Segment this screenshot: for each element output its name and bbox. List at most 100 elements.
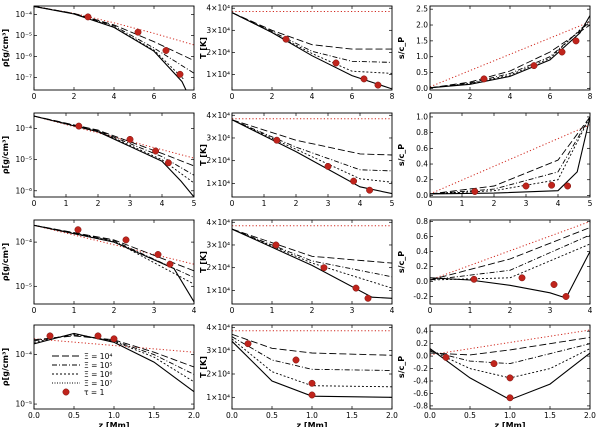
tau-marker-r2c0-3: [166, 260, 174, 268]
xtick-label-r1c0-0: 0: [32, 199, 37, 208]
xtick-label-r0c0-0: 0: [32, 92, 37, 101]
tau-marker-r3c2-3: [506, 394, 514, 402]
series-line-r1c0-2: [34, 115, 194, 176]
tau-marker-r1c2-0: [471, 188, 479, 195]
series-line-r3c2-2: [430, 343, 590, 365]
legend-label-1: Ξ = 10⁴: [84, 352, 112, 361]
series-line-r0c1-4: [232, 12, 392, 90]
tau-marker-r0c0-0: [84, 13, 92, 21]
panel-r0c0: 0 2 4 6 8 10⁻⁴ 10⁻⁵ 10⁻⁶ 10⁻⁷ ρ[g/cm³]: [1, 5, 197, 101]
ytick-label-r0c1-1: 2×10⁴: [206, 48, 230, 57]
xtick-label-r1c2-1: 1: [460, 199, 465, 208]
ylabel-r2c0: ρ[g/cm³]: [1, 243, 10, 281]
ytick-label-r1c0-1: 10⁻⁵: [15, 155, 32, 164]
panel-r2c0: 0 1 2 3 4 10⁻⁴ 10⁻⁵ ρ[g/cm³]: [1, 219, 197, 315]
series-line-r3c2-0: [430, 329, 590, 356]
panel-r0c1: 0 2 4 6 8 1×10⁴ 2×10⁴ 3×10⁴ 4×10⁴ T [K]: [199, 4, 395, 101]
xtick-label-r1c0-2: 2: [96, 199, 101, 208]
xtick-label-r0c0-1: 2: [72, 92, 77, 101]
tau-marker-r0c2-3: [572, 37, 580, 45]
tau-marker-r3c2-2: [506, 374, 514, 382]
tau-marker-r3c2-1: [490, 360, 498, 368]
tau-marker-r2c2-0: [470, 275, 478, 283]
series-line-r1c2-1: [430, 116, 590, 195]
ytick-label-r2c2-2: 0.2: [416, 262, 428, 271]
xtick-label-r1c2-4: 4: [556, 199, 561, 208]
xtick-label-r3c1-0: 0.0: [226, 411, 238, 420]
xtick-label-r2c2-1: 1: [468, 306, 473, 315]
xtick-label-r1c2-3: 3: [524, 199, 529, 208]
xtick-label-r3c0-0: 0.0: [28, 411, 40, 420]
ytick-label-r0c0-3: 10⁻⁷: [15, 73, 32, 82]
xtick-label-r0c1-1: 2: [270, 92, 275, 101]
ytick-label-r0c2-0: 0.0: [416, 84, 428, 93]
series-line-r2c2-2: [430, 234, 590, 281]
series-line-r3c1-1: [232, 333, 392, 356]
tau-marker-r1c0-1: [126, 135, 134, 143]
xtick-label-r2c0-4: 4: [192, 306, 197, 315]
panels: 0 2 4 6 8 10⁻⁴ 10⁻⁵ 10⁻⁶ 10⁻⁷ ρ[g/cm³] 0 2 4 6 8 1×10⁴ 2…: [1, 4, 596, 427]
xtick-label-r1c0-1: 1: [64, 199, 69, 208]
xtick-label-r2c2-0: 0: [428, 306, 433, 315]
panel-r3c0: 0.0 0.5 1.0 1.5 2.0 10⁻⁴ 10⁻⁵ ρ[g/cm³] z [Mm]: [1, 324, 200, 427]
xtick-label-r1c0-3: 3: [128, 199, 133, 208]
xtick-label-r2c1-1: 1: [270, 306, 275, 315]
xtick-label-r3c0-2: 1.0: [108, 411, 120, 420]
series-line-r1c0-1: [34, 115, 194, 167]
ytick-label-r0c0-1: 10⁻⁵: [15, 31, 32, 40]
ylabel-r0c0: ρ[g/cm³]: [1, 29, 10, 67]
tau-marker-r3c2-0: [442, 353, 450, 361]
ytick-label-r1c1-3: 4×10⁴: [206, 111, 230, 120]
series-line-r1c1-3: [232, 119, 392, 183]
ytick-label-r1c1-1: 2×10⁴: [206, 156, 230, 165]
ytick-label-r1c0-2: 10⁻⁶: [15, 186, 32, 195]
tau-marker-r0c1-3: [374, 81, 382, 89]
ytick-label-r2c2-1: 0.0: [416, 277, 428, 286]
xtick-label-r1c1-0: 0: [230, 199, 235, 208]
series-line-r2c2-3: [430, 243, 590, 281]
tau-marker-r2c2-1: [518, 274, 526, 282]
tau-marker-r0c2-2: [558, 48, 566, 56]
tau-marker-r1c0-2: [152, 147, 160, 155]
ylabel-r1c0: ρ[g/cm³]: [1, 136, 10, 174]
ytick-label-r0c2-4: 2.0: [416, 21, 428, 30]
axes-frame-r0c2: [429, 5, 591, 91]
tau-marker-r1c2-3: [564, 182, 572, 190]
xtick-label-r1c1-2: 2: [294, 199, 299, 208]
tau-marker-r1c0-3: [164, 159, 172, 167]
xtick-label-r3c2-3: 1.5: [544, 411, 556, 420]
ytick-label-r2c1-0: 1×10⁴: [206, 286, 230, 295]
xtick-label-r0c1-2: 4: [310, 92, 315, 101]
legend-label-3: Ξ = 10⁶: [84, 370, 112, 379]
series-line-r0c0-2: [34, 6, 194, 74]
legend-label-4: Ξ = 10⁷: [84, 379, 112, 388]
tau-marker-r2c0-2: [154, 251, 162, 258]
tau-marker-r3c1-2: [308, 379, 316, 387]
series-line-r0c2-2: [430, 21, 590, 89]
axes-frame-r0c0: [33, 5, 195, 91]
series-line-r3c2-1: [430, 336, 590, 356]
xtick-label-r3c1-2: 1.0: [306, 411, 318, 420]
xtick-label-r2c1-0: 0: [230, 306, 235, 315]
ytick-label-r2c2-0: -0.2: [413, 292, 428, 301]
series-line-r0c0-0: [34, 6, 194, 46]
ytick-label-r2c2-5: 0.8: [416, 217, 428, 226]
axes-frame-r2c2: [429, 219, 591, 305]
ytick-label-r3c2-6: 0.4: [416, 327, 428, 336]
ytick-label-r1c1-0: 1×10⁴: [206, 179, 230, 188]
tau-marker-r3c1-0: [244, 340, 252, 348]
xlabel-r3c1: z [Mm]: [296, 421, 327, 427]
panel-r0c2: 0 2 4 6 8 0.0 0.5 1.0 1.5 2.0 2.5 s/c_P: [397, 5, 593, 101]
xtick-label-r2c1-4: 4: [390, 306, 395, 315]
legend-label-5: τ = 1: [84, 388, 105, 397]
xtick-label-r3c2-4: 2.0: [584, 411, 596, 420]
ytick-label-r1c1-2: 3×10⁴: [206, 133, 230, 142]
ytick-label-r2c1-2: 3×10⁴: [206, 240, 230, 249]
axes-frame-r1c2: [429, 112, 591, 198]
series-line-r0c0-4: [34, 6, 187, 90]
tau-marker-r0c2-1: [530, 62, 538, 70]
xtick-label-r3c2-0: 0.0: [424, 411, 436, 420]
xtick-label-r2c0-0: 0: [32, 306, 37, 315]
xtick-label-r1c1-1: 1: [262, 199, 267, 208]
